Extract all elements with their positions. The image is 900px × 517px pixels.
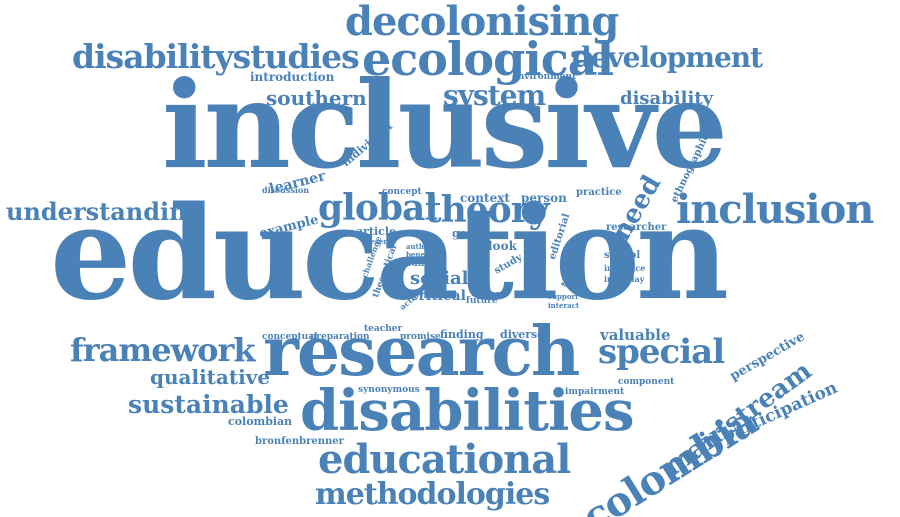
word-methodologies: methodologies xyxy=(315,477,550,512)
word-synonymous: synonymous xyxy=(358,385,420,395)
word-decolonising: decolonising xyxy=(345,0,619,45)
word-look: look xyxy=(488,239,517,253)
word-development: development xyxy=(572,41,763,74)
word-component: component xyxy=(618,377,675,387)
word-teacher: teacher xyxy=(364,324,403,334)
word-diverse: diverse xyxy=(500,328,545,341)
word-influence: influence xyxy=(604,263,646,273)
word-inclusion: inclusion xyxy=(676,186,874,233)
word-special: special xyxy=(598,332,725,372)
word-disabilities: disabilities xyxy=(300,378,635,444)
word-future: future xyxy=(466,296,498,306)
word-benefit: benefit xyxy=(406,250,434,259)
word-inclusive: inclusive xyxy=(162,55,728,196)
word-education: education xyxy=(50,179,729,329)
word-context: context xyxy=(460,191,510,205)
word-environment: environment xyxy=(512,72,577,82)
word-valuable: valuable xyxy=(600,326,671,344)
word-goal: goal xyxy=(452,227,479,240)
word-person: person xyxy=(521,191,567,205)
word-framework: framework xyxy=(70,331,255,369)
word-exist: exist xyxy=(428,265,447,274)
word-sustainable: sustainable xyxy=(128,390,289,419)
word-ecological: ecological xyxy=(362,32,614,86)
word-research: research xyxy=(263,312,580,392)
word-author: author xyxy=(406,242,433,251)
word-researcher: researcher xyxy=(606,222,667,233)
word-present: present xyxy=(362,237,392,246)
word-theory: theory xyxy=(425,189,550,231)
word-finding: finding xyxy=(440,328,484,341)
word-interact: interact xyxy=(548,301,580,310)
word-practice: practice xyxy=(576,187,622,198)
word-southern: southern xyxy=(266,86,367,110)
word-colombian: colombian xyxy=(228,415,293,428)
word-bronfenbrenner: bronfenbrenner xyxy=(255,436,344,447)
word-disability: disability xyxy=(620,88,714,109)
word-disabilitystudies: disabilitystudies xyxy=(72,37,360,76)
word-understanding: understanding xyxy=(6,197,204,226)
word-educational: educational xyxy=(318,436,571,483)
word-social: social xyxy=(410,268,469,289)
word-support: support xyxy=(548,292,579,301)
word-preparation: preparation xyxy=(310,332,370,342)
word-discussion: discussion xyxy=(262,185,310,195)
word-school: school xyxy=(604,250,641,261)
word-global: global xyxy=(318,187,438,229)
word-qualitative: qualitative xyxy=(150,365,271,389)
word-introduction: introduction xyxy=(250,70,335,84)
word-article: article xyxy=(356,225,397,238)
word-system: system xyxy=(443,79,546,112)
word-critical: critical xyxy=(410,288,466,304)
word-barrier: barrier xyxy=(472,289,500,298)
word-impairment: impairment xyxy=(565,387,625,397)
word-interplay: interplay xyxy=(604,274,645,284)
word-concept: concept xyxy=(382,187,422,197)
word-young: young xyxy=(400,259,431,269)
word-promise: promise xyxy=(400,332,441,342)
word-conceptual: conceptual xyxy=(262,332,318,342)
